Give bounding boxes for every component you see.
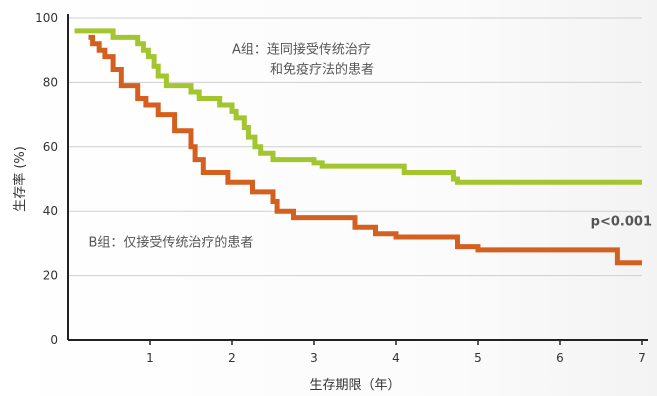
group-annotation: 和免疫疗法的患者 [270, 61, 374, 77]
y-axis-title: 生存率 (%) [12, 146, 28, 212]
y-tick-label: 40 [43, 204, 58, 218]
x-tick-label: 2 [228, 351, 236, 365]
y-tick-label: 80 [43, 75, 58, 89]
x-tick-label: 4 [392, 351, 400, 365]
tick-labels: 0 20 40 60 80 100 1 2 3 4 5 6 7 [35, 11, 646, 365]
series-layer [74, 28, 642, 266]
group-annotation: A组：连同接受传统治疗 [232, 41, 371, 57]
group-annotation: B组：仅接受传统治疗的患者 [89, 235, 254, 251]
y-tick-label: 0 [50, 333, 58, 347]
x-tick-label: 3 [310, 351, 318, 365]
x-tick-label: 7 [638, 351, 646, 365]
x-tick-label: 5 [474, 351, 482, 365]
p-value-label: p<0.001 [591, 215, 652, 230]
x-tick-label: 6 [556, 351, 564, 365]
survival-curve-0 [74, 28, 642, 185]
x-tick-label: 1 [146, 351, 154, 365]
y-tick-label: 20 [43, 269, 58, 283]
x-axis-title: 生存期限（年） [309, 378, 400, 393]
y-tick-label: 60 [43, 140, 58, 154]
gridlines [68, 17, 642, 277]
axes [67, 14, 648, 341]
y-tick-label: 100 [35, 11, 58, 25]
survival-curve-1 [88, 34, 642, 266]
